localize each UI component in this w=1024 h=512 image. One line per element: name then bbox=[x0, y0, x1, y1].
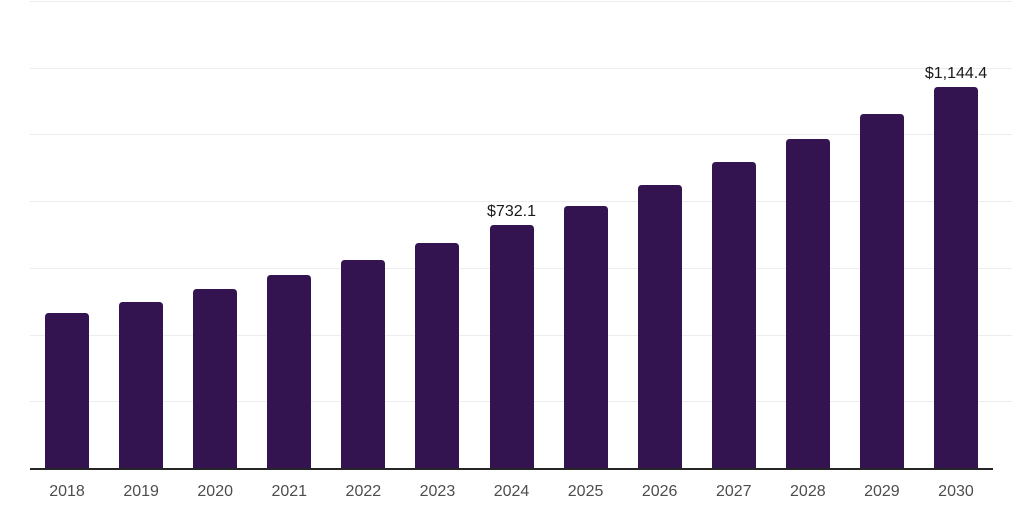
x-tick-label-2021: 2021 bbox=[271, 483, 308, 500]
gridline-800 bbox=[30, 201, 1012, 203]
bar-slot-2020 bbox=[178, 2, 252, 469]
x-axis-line bbox=[30, 468, 993, 470]
x-tick-label-2029: 2029 bbox=[864, 483, 900, 500]
bar-2019[interactable] bbox=[119, 301, 164, 469]
bar-slot-2026 bbox=[623, 2, 697, 469]
bar-2029[interactable] bbox=[859, 113, 904, 469]
bar-2021[interactable] bbox=[267, 274, 312, 469]
bar-2018[interactable] bbox=[45, 313, 90, 469]
x-tick-label-2024: 2024 bbox=[493, 483, 530, 500]
gridline-1200 bbox=[30, 67, 1012, 69]
data-label-2024: $732.1 bbox=[487, 202, 536, 220]
bar-2022[interactable] bbox=[341, 259, 386, 469]
gridline-1400 bbox=[30, 1, 1012, 2]
bar-2025[interactable] bbox=[563, 206, 608, 469]
bar-slot-2029 bbox=[845, 2, 919, 469]
x-tick-label-2030: 2030 bbox=[938, 483, 974, 500]
gridline-1000 bbox=[30, 134, 1012, 136]
x-tick-label-2019: 2019 bbox=[123, 483, 159, 500]
bar-slot-2028 bbox=[771, 2, 845, 469]
bar-2020[interactable] bbox=[193, 288, 238, 469]
bar-slot-2021 bbox=[252, 2, 326, 469]
bar-slot-2019 bbox=[104, 2, 178, 469]
bar-2030[interactable]: $1,144.4 bbox=[925, 65, 987, 469]
data-label-2030: $1,144.4 bbox=[924, 65, 988, 83]
bar-2027[interactable] bbox=[711, 162, 756, 469]
bar-slot-2025 bbox=[549, 2, 623, 469]
bar-slot-2022 bbox=[326, 2, 400, 469]
bar-slot-2024: $732.1 bbox=[474, 2, 548, 469]
x-tick-label-2025: 2025 bbox=[567, 483, 604, 500]
bar-slot-2030: $1,144.4 bbox=[919, 2, 993, 469]
bar-2023[interactable] bbox=[415, 242, 460, 469]
plot-area: $732.1 $1,144.4 bbox=[30, 1, 1012, 470]
bar-2028[interactable] bbox=[785, 138, 830, 469]
x-tick-label-2020: 2020 bbox=[197, 483, 233, 500]
x-tick-label-2023: 2023 bbox=[419, 483, 456, 500]
x-axis-labels: 2018 2019 2020 2021 2022 2023 2024 2025 2026 2027… bbox=[30, 482, 993, 502]
x-tick-label-2027: 2027 bbox=[715, 483, 752, 500]
bar-2026[interactable] bbox=[637, 184, 682, 469]
bar-slot-2027 bbox=[697, 2, 771, 469]
x-tick-label-2026: 2026 bbox=[641, 483, 678, 500]
bars-container: $732.1 $1,144.4 bbox=[30, 2, 993, 469]
bar-slot-2023 bbox=[400, 2, 474, 469]
x-tick-label-2018: 2018 bbox=[49, 483, 85, 500]
bar-slot-2018 bbox=[30, 2, 104, 469]
x-tick-label-2028: 2028 bbox=[790, 483, 826, 500]
bar-2024[interactable]: $732.1 bbox=[487, 203, 536, 469]
x-tick-label-2022: 2022 bbox=[345, 483, 382, 500]
